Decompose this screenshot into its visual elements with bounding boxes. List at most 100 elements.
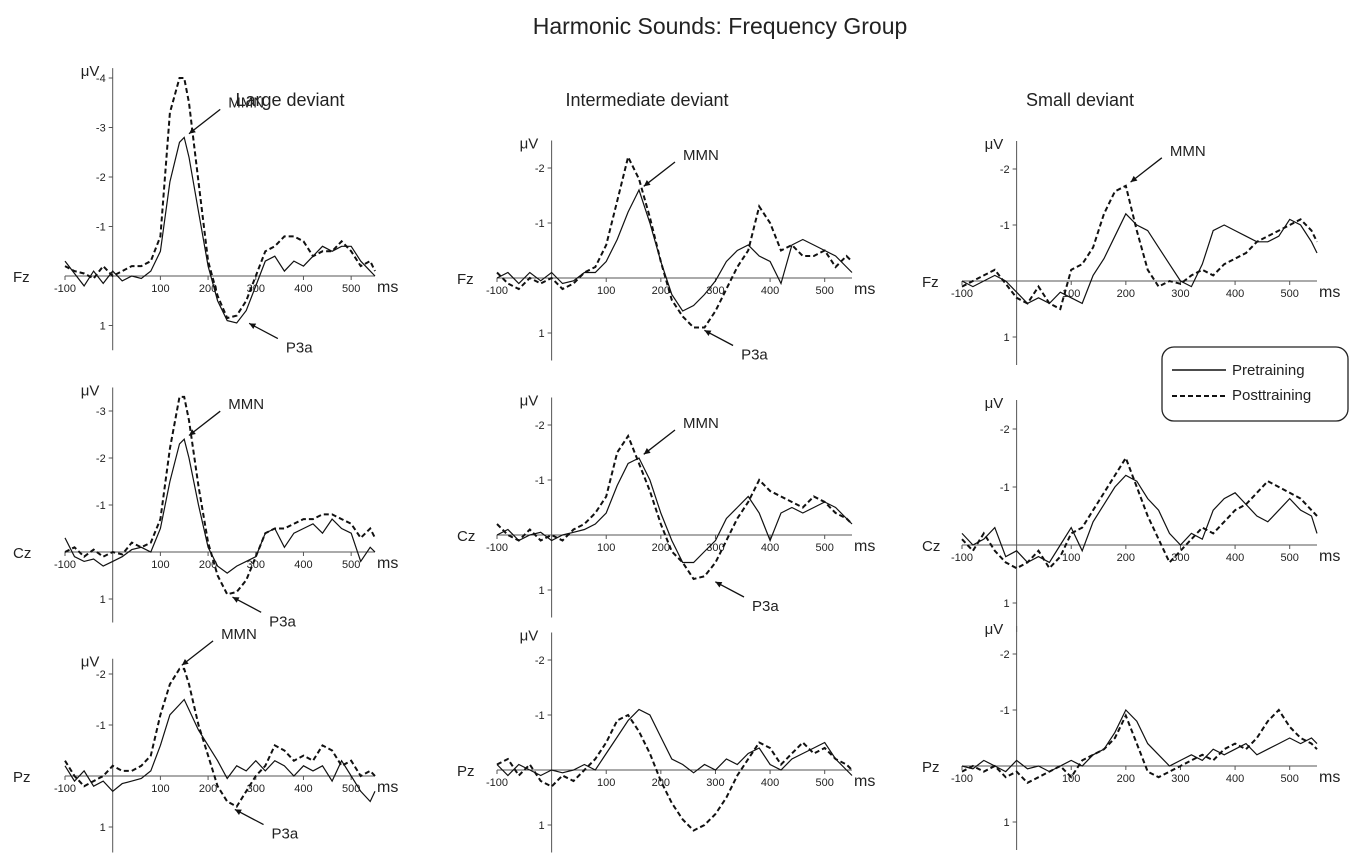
y-tick-label-large-fz--1: -1 [96,222,106,234]
panel-large-cz: -100 100 200 300 400 500-3-2-11μVmsCzMMNP3a [13,383,398,631]
x-tick-label-large-pz--100: -100 [54,783,76,795]
x-tick-label-small-fz-300: 300 [1171,288,1189,300]
posttraining-line-small-pz [962,710,1317,783]
x-tick-label-large-cz--100: -100 [54,559,76,571]
annotation-label-large-pz-0: MMN [221,626,257,643]
x-tick-label-large-cz-100: 100 [151,559,169,571]
pretraining-line-large-pz [65,700,375,802]
electrode-label-large-pz: Pz [13,769,31,786]
electrode-label-intermediate-pz: Pz [457,763,475,780]
x-tick-label-small-fz-200: 200 [1117,288,1135,300]
y-tick-label-intermediate-pz--1: -1 [535,710,545,722]
x-tick-label-intermediate-cz-100: 100 [597,542,615,554]
electrode-label-large-cz: Cz [13,545,31,562]
y-tick-label-intermediate-fz--1: -1 [535,218,545,230]
y-tick-label-intermediate-fz-1: 1 [538,328,544,340]
x-tick-label-small-cz-100: 100 [1062,552,1080,564]
figure-title: Harmonic Sounds: Frequency Group [533,13,908,39]
y-tick-label-large-cz--3: -3 [96,406,106,418]
panel-small-pz: -100 100 200 300 400 500-2-11μVmsPz [922,621,1340,850]
y-tick-label-large-pz--1: -1 [96,720,106,732]
unit-label-small-fz: μV [985,136,1004,153]
pretraining-line-large-fz [65,137,375,323]
y-tick-label-small-fz-1: 1 [1003,332,1009,344]
electrode-label-small-fz: Fz [922,274,939,291]
pretraining-line-small-cz [962,475,1317,562]
column-header-small: Small deviant [1026,90,1134,110]
x-tick-label-large-pz-500: 500 [342,783,360,795]
ms-label-small-fz: ms [1319,284,1340,301]
legend-post-label: Posttraining [1232,387,1311,404]
x-tick-label-intermediate-cz-400: 400 [761,542,779,554]
x-tick-label-small-pz-300: 300 [1171,773,1189,785]
x-tick-label-intermediate-pz-500: 500 [816,777,834,789]
panel-small-cz: -100 100 200 300 400 500-2-11μVmsCz [922,395,1340,632]
y-tick-label-intermediate-cz--2: -2 [535,420,545,432]
unit-label-small-pz: μV [985,621,1004,638]
posttraining-line-large-pz [65,669,375,807]
x-tick-label-small-pz-400: 400 [1226,773,1244,785]
x-tick-label-large-fz--100: -100 [54,283,76,295]
y-tick-label-small-pz--2: -2 [1000,649,1010,661]
annotation-label-large-cz-1: P3a [269,613,296,630]
y-tick-label-large-cz--1: -1 [96,500,106,512]
y-tick-label-large-cz--2: -2 [96,453,106,465]
x-tick-label-small-cz-200: 200 [1117,552,1135,564]
electrode-label-intermediate-fz: Fz [457,271,474,288]
x-tick-label-intermediate-fz-400: 400 [761,285,779,297]
x-tick-label-large-fz-400: 400 [294,283,312,295]
annotation-label-intermediate-fz-0: MMN [683,147,719,164]
ms-label-small-cz: ms [1319,548,1340,565]
x-tick-label-large-pz-100: 100 [151,783,169,795]
electrode-label-large-fz: Fz [13,269,30,286]
legend: Pretraining Posttraining [1162,347,1348,421]
annotation-label-small-fz-0: MMN [1170,143,1206,160]
unit-label-large-pz: μV [81,654,100,671]
y-tick-label-intermediate-pz--2: -2 [535,655,545,667]
unit-label-intermediate-cz: μV [520,393,539,410]
x-tick-label-small-pz-500: 500 [1281,773,1299,785]
x-tick-label-intermediate-cz-200: 200 [652,542,670,554]
x-tick-label-intermediate-fz-300: 300 [706,285,724,297]
x-tick-label-intermediate-fz-500: 500 [816,285,834,297]
annotation-label-intermediate-cz-0: MMN [683,415,719,432]
annotation-label-large-cz-0: MMN [228,396,264,413]
column-header-intermediate: Intermediate deviant [565,90,728,110]
electrode-label-small-cz: Cz [922,538,940,555]
x-tick-label-large-pz-200: 200 [199,783,217,795]
unit-label-intermediate-fz: μV [520,136,539,153]
x-tick-label-intermediate-fz--100: -100 [486,285,508,297]
x-tick-label-large-cz-300: 300 [247,559,265,571]
legend-box [1162,347,1348,421]
x-tick-label-large-pz-400: 400 [294,783,312,795]
posttraining-line-intermediate-pz [497,715,852,831]
x-tick-label-large-fz-500: 500 [342,283,360,295]
unit-label-intermediate-pz: μV [520,628,539,645]
unit-label-small-cz: μV [985,395,1004,412]
ms-label-intermediate-fz: ms [854,281,875,298]
pretraining-line-small-pz [962,710,1317,772]
x-tick-label-intermediate-fz-100: 100 [597,285,615,297]
ms-label-large-pz: ms [377,779,398,796]
x-tick-label-small-pz--100: -100 [951,773,973,785]
y-tick-label-intermediate-cz--1: -1 [535,475,545,487]
pretraining-line-intermediate-cz [497,458,852,563]
pretraining-line-intermediate-pz [497,710,852,776]
pretraining-line-small-fz [962,214,1317,304]
x-tick-label-intermediate-cz-300: 300 [706,542,724,554]
panel-intermediate-fz: -100 100 200 300 400 500-2-11μVmsFzMMNP3a [457,136,875,364]
ms-label-large-fz: ms [377,279,398,296]
x-tick-label-small-cz--100: -100 [951,552,973,564]
panel-intermediate-cz: -100 100 200 300 400 500-2-11μVmsCzMMNP3a [457,393,875,618]
annotation-label-large-fz-1: P3a [286,340,313,357]
y-tick-label-intermediate-cz-1: 1 [538,585,544,597]
ms-label-large-cz: ms [377,555,398,572]
y-tick-label-small-cz--2: -2 [1000,424,1010,436]
panel-large-pz: -100 100 200 300 400 500 -2 -1 1 μV ms Pz MMN P3a [13,626,398,853]
posttraining-line-intermediate-fz [497,157,852,328]
posttraining-line-intermediate-cz [497,436,852,579]
x-tick-label-intermediate-pz-400: 400 [761,777,779,789]
x-tick-label-intermediate-pz-300: 300 [706,777,724,789]
y-tick-label-large-pz--2: -2 [96,669,106,681]
y-tick-label-small-cz--1: -1 [1000,482,1010,494]
